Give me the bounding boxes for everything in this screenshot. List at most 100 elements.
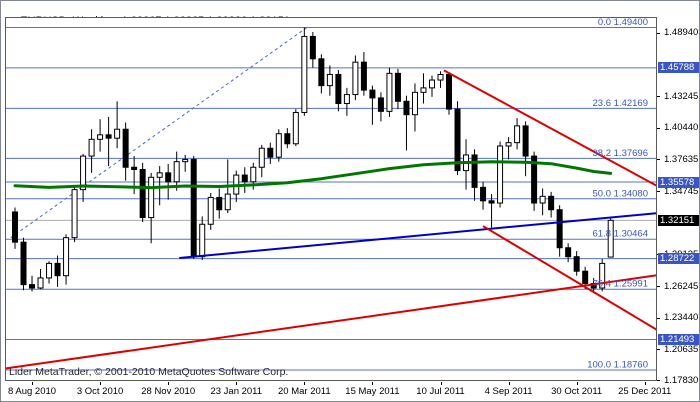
candle-body <box>309 35 316 60</box>
price-chart-canvas[interactable]: 0.0 1.49400 23.6 1.42169 38.2 1.37696 50.0 … <box>6 18 656 380</box>
price-tick-label: 1.20635 <box>664 343 699 355</box>
time-tick-mark <box>372 382 374 385</box>
price-tick-label: 1.40440 <box>664 122 699 134</box>
candle-body <box>394 72 401 102</box>
candle-body <box>539 195 546 204</box>
candle-body <box>437 73 444 81</box>
candle-body <box>352 61 359 96</box>
candle-body <box>224 193 231 211</box>
candle-body <box>343 94 350 105</box>
price-tick-mark <box>657 32 660 34</box>
time-tick-label: 15 May 2011 <box>345 386 400 397</box>
candle-body <box>582 270 589 285</box>
price-tick-mark <box>657 349 660 351</box>
price-tick-mark <box>657 127 660 129</box>
price-tick-label: 1.26245 <box>664 280 699 292</box>
dashed-rally-trendline <box>10 27 308 239</box>
candle-body <box>97 134 104 140</box>
candle-body <box>377 97 384 112</box>
time-tick-mark <box>32 382 34 385</box>
time-tick-mark <box>508 382 510 385</box>
candle-body <box>173 161 180 183</box>
candle-body <box>360 61 367 91</box>
price-level-badge: 1.21493 <box>658 334 699 345</box>
candle-body <box>403 100 410 116</box>
candle-body <box>326 73 333 87</box>
price-tick-label: 1.23440 <box>664 312 699 324</box>
current-price-badge: 1.32151 <box>658 214 699 226</box>
time-tick-label: 3 Oct 2010 <box>76 386 124 397</box>
time-tick-mark <box>304 382 306 385</box>
fibonacci-level-label: 0.0 1.49400 <box>598 18 648 28</box>
candle-body <box>488 200 495 204</box>
candle-body <box>216 196 223 211</box>
time-tick-mark <box>100 382 102 385</box>
price-level-badge: 1.35578 <box>658 176 699 188</box>
price-tick-mark <box>657 96 660 98</box>
candle-body <box>573 256 580 272</box>
candle-body <box>63 237 70 277</box>
candle-body <box>284 133 291 145</box>
candle-body <box>369 89 376 99</box>
candle-body <box>497 145 504 204</box>
fibonacci-level-label: 76.4 1.25991 <box>593 279 648 290</box>
candle-body <box>12 211 18 243</box>
candle-body <box>420 87 427 93</box>
candle-body <box>131 166 138 170</box>
time-tick-mark <box>576 382 578 385</box>
candle-body <box>318 58 325 87</box>
price-tick-mark <box>657 159 660 161</box>
candle-body <box>37 277 44 289</box>
time-tick-mark <box>644 382 646 385</box>
candle-body <box>411 91 418 116</box>
time-tick-label: 25 Dec 2011 <box>618 386 672 397</box>
candle-body <box>565 247 572 258</box>
ascending-longterm-trendline <box>6 274 656 370</box>
candle-body <box>428 79 435 89</box>
price-level-badge: 1.28722 <box>658 253 699 265</box>
candle-body <box>267 147 274 158</box>
candle-body <box>29 284 36 289</box>
price-tick-label: 1.48940 <box>664 27 699 39</box>
descending-channel-trendline <box>482 225 656 331</box>
time-tick-label: 4 Sep 2011 <box>484 386 533 397</box>
candle-body <box>471 154 478 188</box>
descending-resistance-trendline <box>443 69 656 187</box>
price-tick-mark <box>657 380 660 382</box>
fibonacci-level-label: 50.0 1.34080 <box>593 188 648 199</box>
candle-body <box>207 196 214 225</box>
candle-body <box>531 155 538 204</box>
candle-body <box>46 262 53 279</box>
candle-body <box>114 128 121 139</box>
time-tick-label: 10 Jul 2011 <box>416 386 465 397</box>
candle-body <box>505 142 512 147</box>
candle-body <box>275 133 282 158</box>
price-axis: 1.489401.432451.404401.376351.347451.291… <box>657 17 699 387</box>
fibonacci-level-label: 61.8 1.30464 <box>593 229 648 240</box>
time-tick-label: 20 Mar 2011 <box>278 386 331 397</box>
ascending-support-trendline <box>179 212 656 260</box>
candle-body <box>386 72 393 112</box>
price-tick-mark <box>657 191 660 193</box>
time-tick-mark <box>168 382 170 385</box>
candle-body <box>548 195 555 211</box>
chart-area[interactable]: 0.0 1.49400 23.6 1.42169 38.2 1.37696 50.0 … <box>5 17 657 381</box>
candle-body <box>335 73 342 105</box>
candle-body <box>446 73 453 110</box>
time-tick-label: 23 Jan 2011 <box>210 386 263 397</box>
candle-body <box>556 209 563 249</box>
time-axis: 8 Aug 2010 3 Oct 2010 28 Nov 2010 23 Jan 20… <box>1 382 699 400</box>
price-tick-mark <box>657 286 660 288</box>
candle-body <box>241 174 248 183</box>
candle-body <box>148 176 155 219</box>
time-tick-label: 30 Oct 2011 <box>551 386 603 397</box>
candle-body <box>199 223 206 258</box>
candle-body <box>522 125 529 157</box>
fibonacci-level-label: 38.2 1.37696 <box>593 148 648 159</box>
candle-body <box>301 35 308 113</box>
candle-body <box>54 262 61 277</box>
candle-body <box>607 219 614 258</box>
price-tick-label: 1.37635 <box>664 153 699 165</box>
candle-body <box>139 168 146 219</box>
